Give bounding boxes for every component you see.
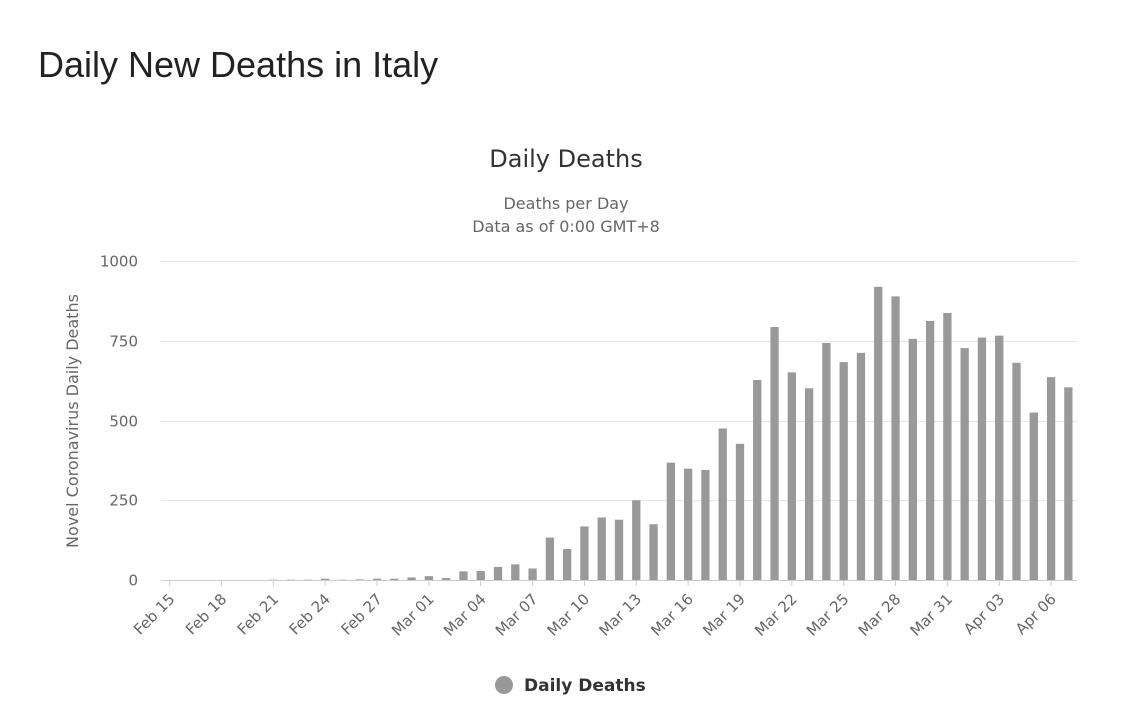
legend-circle-marker-icon bbox=[495, 676, 513, 694]
bar-mar-11[interactable] bbox=[597, 517, 606, 580]
x-tick-label: Mar 31 bbox=[907, 590, 957, 640]
bar-mar-06[interactable] bbox=[511, 564, 520, 580]
x-tick-label: Mar 13 bbox=[596, 590, 646, 640]
bar-mar-26[interactable] bbox=[856, 352, 866, 580]
y-tick-label: 750 bbox=[109, 333, 138, 351]
y-tick-label: 0 bbox=[128, 572, 138, 590]
x-tick-label: Feb 15 bbox=[130, 590, 178, 638]
bar-mar-18[interactable] bbox=[718, 428, 727, 580]
bar-mar-13[interactable] bbox=[632, 500, 641, 580]
bar-apr-04[interactable] bbox=[1012, 362, 1021, 580]
legend-item-daily-deaths[interactable]: Daily Deaths bbox=[495, 676, 646, 696]
x-tick-label: Feb 24 bbox=[286, 590, 334, 638]
bar-mar-28[interactable] bbox=[891, 296, 900, 580]
bar-mar-20[interactable] bbox=[753, 379, 762, 580]
bar-mar-29[interactable] bbox=[908, 338, 917, 580]
x-tick-label: Apr 06 bbox=[1012, 590, 1060, 638]
bar-mar-16[interactable] bbox=[683, 468, 693, 580]
bar-mar-07[interactable] bbox=[528, 568, 537, 580]
x-tick-label: Mar 01 bbox=[388, 590, 438, 640]
bar-feb-28[interactable] bbox=[390, 578, 399, 580]
x-tick-label: Feb 27 bbox=[337, 590, 385, 638]
x-tick-label: Apr 03 bbox=[960, 590, 1008, 638]
x-tick-label: Feb 18 bbox=[182, 590, 230, 638]
bar-mar-23[interactable] bbox=[804, 388, 814, 580]
x-tick-label: Feb 21 bbox=[234, 590, 282, 638]
chart-title: Daily Deaths bbox=[489, 145, 642, 173]
bar-apr-07[interactable] bbox=[1064, 387, 1073, 580]
bar-mar-15[interactable] bbox=[666, 462, 675, 580]
bar-mar-10[interactable] bbox=[580, 526, 589, 580]
x-tick-label: Mar 25 bbox=[803, 590, 853, 640]
bar-mar-31[interactable] bbox=[943, 312, 952, 580]
bar-mar-30[interactable] bbox=[925, 320, 935, 580]
bar-apr-05[interactable] bbox=[1029, 412, 1038, 580]
bar-feb-26[interactable] bbox=[355, 579, 364, 580]
bar-mar-12[interactable] bbox=[614, 519, 624, 580]
bar-mar-19[interactable] bbox=[735, 443, 745, 580]
x-tick-label: Mar 19 bbox=[699, 590, 749, 640]
bar-mar-01[interactable] bbox=[424, 576, 434, 580]
chart-subtitle-line-2: Data as of 0:00 GMT+8 bbox=[472, 217, 660, 236]
bar-apr-03[interactable] bbox=[995, 335, 1004, 580]
x-tick-label: Mar 07 bbox=[492, 590, 542, 640]
bar-feb-24[interactable] bbox=[321, 578, 330, 580]
bar-mar-09[interactable] bbox=[563, 549, 572, 580]
y-axis-title: Novel Coronavirus Daily Deaths bbox=[63, 294, 82, 548]
page-title: Daily New Deaths in Italy bbox=[38, 44, 439, 85]
bar-feb-27[interactable] bbox=[372, 578, 382, 580]
y-tick-label: 250 bbox=[109, 492, 138, 510]
bar-mar-04[interactable] bbox=[476, 571, 485, 580]
y-tick-label: 1000 bbox=[100, 253, 138, 271]
bar-mar-27[interactable] bbox=[874, 286, 883, 580]
x-tick-label: Mar 28 bbox=[855, 590, 905, 640]
bar-mar-24[interactable] bbox=[822, 342, 831, 580]
x-tick-label: Mar 10 bbox=[544, 590, 594, 640]
bar-mar-22[interactable] bbox=[787, 372, 796, 580]
bar-apr-02[interactable] bbox=[977, 337, 987, 580]
bar-mar-03[interactable] bbox=[459, 571, 468, 580]
bar-apr-06[interactable] bbox=[1046, 377, 1056, 580]
bar-apr-01[interactable] bbox=[960, 348, 969, 580]
y-tick-label: 500 bbox=[109, 413, 138, 431]
bar-mar-02[interactable] bbox=[442, 578, 451, 580]
bar-feb-29[interactable] bbox=[407, 577, 416, 580]
bar-mar-17[interactable] bbox=[701, 469, 710, 580]
bar-mar-21[interactable] bbox=[770, 327, 779, 580]
chart-subtitle-line-1: Deaths per Day bbox=[503, 194, 628, 213]
x-tick-label: Mar 04 bbox=[440, 590, 490, 640]
bar-mar-08[interactable] bbox=[545, 537, 555, 580]
bar-mar-25[interactable] bbox=[839, 362, 848, 580]
bar-mar-14[interactable] bbox=[649, 524, 658, 580]
x-tick-label: Mar 22 bbox=[751, 590, 801, 640]
legend-label: Daily Deaths bbox=[524, 676, 646, 696]
bar-mar-05[interactable] bbox=[493, 566, 503, 580]
x-tick-label: Mar 16 bbox=[647, 590, 697, 640]
